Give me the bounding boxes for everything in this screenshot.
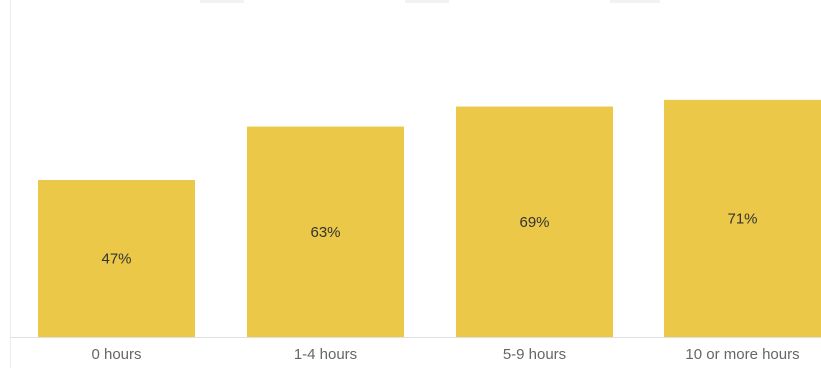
top-edge-marks bbox=[200, 0, 660, 3]
top-edge-mark-0 bbox=[200, 0, 244, 3]
x-tick-label-2: 5-9 hours bbox=[503, 346, 566, 363]
bar-0 bbox=[38, 180, 195, 337]
bar-2 bbox=[456, 106, 613, 337]
bar-value-label-3: 71% bbox=[727, 210, 757, 227]
bar-value-label-1: 63% bbox=[310, 224, 340, 241]
x-tick-label-3: 10 or more hours bbox=[685, 346, 799, 363]
top-edge-mark-1 bbox=[405, 0, 449, 3]
bar-value-label-0: 47% bbox=[101, 251, 131, 268]
bars-group: 47% 63% 69% 71% bbox=[38, 99, 821, 337]
bar-value-label-2: 69% bbox=[519, 214, 549, 231]
x-tick-labels: 0 hours 1-4 hours 5-9 hours 10 or more hour… bbox=[91, 346, 799, 363]
top-edge-mark-2 bbox=[610, 0, 660, 3]
bar-3 bbox=[664, 99, 821, 337]
bar-1 bbox=[247, 126, 404, 337]
x-tick-label-0: 0 hours bbox=[91, 346, 141, 363]
x-tick-label-1: 1-4 hours bbox=[294, 346, 357, 363]
